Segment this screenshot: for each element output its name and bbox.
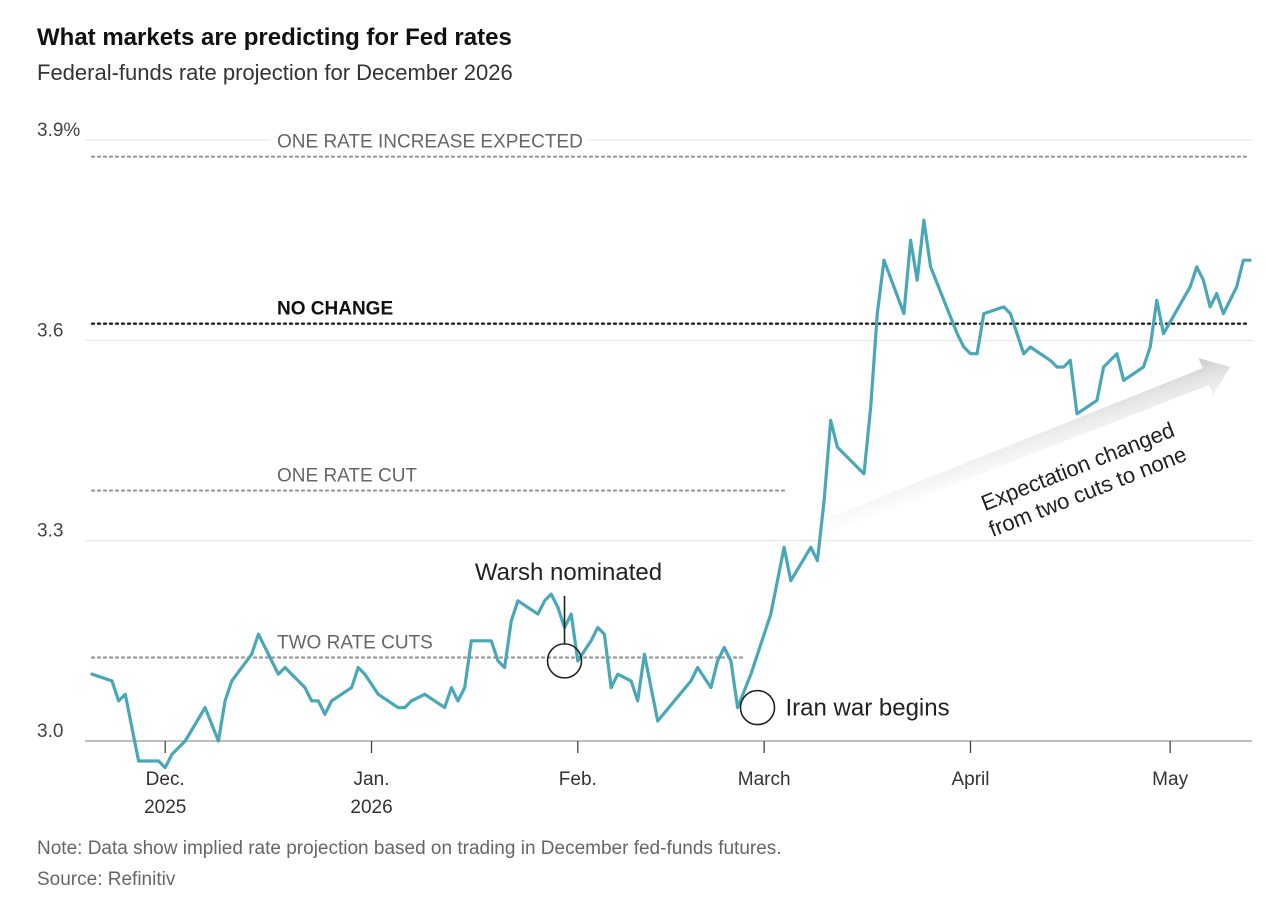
grid-layer <box>85 139 1252 742</box>
reference-line-label: ONE RATE CUT <box>277 466 417 487</box>
series-line <box>90 218 1252 770</box>
trend-arrow-shape <box>821 357 1231 534</box>
reference-lines: ONE RATE INCREASE EXPECTED NO CHANGE ONE R… <box>90 131 1252 659</box>
y-tick-label: 3.3 <box>37 521 63 542</box>
chart-subtitle: Federal-funds rate projection for Decemb… <box>37 60 513 85</box>
chart-title: What markets are predicting for Fed rate… <box>37 24 512 51</box>
series-layer <box>90 218 1252 770</box>
x-tick-label: May <box>1152 769 1188 790</box>
reference-label-bg <box>271 298 400 320</box>
reference-label-bg <box>271 465 424 487</box>
y-tick-label: 3.6 <box>37 320 63 341</box>
reference-line-label: ONE RATE INCREASE EXPECTED <box>277 132 583 153</box>
x-tick-year: 2026 <box>350 797 392 818</box>
x-tick-label: Feb. <box>559 769 597 790</box>
reference-line-label: TWO RATE CUTS <box>277 633 433 654</box>
x-axis-ticks: Dec. 2025 Jan. 2026 Feb. March April May <box>144 741 1189 818</box>
reference-label-bg <box>271 131 589 153</box>
x-tick-label: April <box>951 769 989 790</box>
y-tick-label: 3.9% <box>37 120 80 141</box>
annotation-label: Iran war begins <box>786 695 950 722</box>
x-tick-label: March <box>738 769 791 790</box>
chart-source: Source: Refinitiv <box>37 869 176 890</box>
annotations: Warsh nominated Iran war begins <box>475 559 950 726</box>
reference-label-bg <box>271 632 439 654</box>
chart-note: Note: Data show implied rate projection … <box>37 838 782 859</box>
reference-line-label: NO CHANGE <box>277 299 393 320</box>
x-tick-label: Dec. <box>146 769 185 790</box>
x-tick-label: Jan. <box>354 769 390 790</box>
y-tick-label: 3.0 <box>37 721 63 742</box>
y-axis-ticks: 3.9% 3.6 3.3 3.0 <box>37 120 80 742</box>
x-tick-year: 2025 <box>144 797 186 818</box>
annotation-label: Warsh nominated <box>475 559 662 586</box>
annotation-circle <box>739 689 776 726</box>
